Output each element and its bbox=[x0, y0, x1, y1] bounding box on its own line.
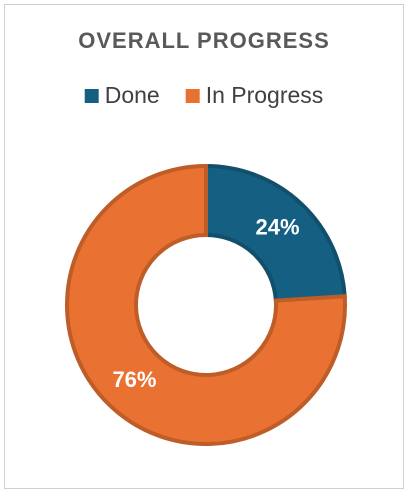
donut-slice bbox=[204, 163, 347, 303]
value-label: 24% bbox=[256, 215, 300, 240]
donut-slice bbox=[65, 163, 347, 446]
value-label: 76% bbox=[112, 367, 156, 392]
legend-swatch bbox=[185, 89, 200, 103]
chart-title: OVERALL PROGRESS bbox=[78, 28, 330, 53]
legend-label: Done bbox=[105, 82, 160, 108]
legend-label: In Progress bbox=[206, 82, 324, 108]
legend: Done In Progress bbox=[84, 82, 324, 108]
legend-swatch bbox=[84, 89, 99, 103]
